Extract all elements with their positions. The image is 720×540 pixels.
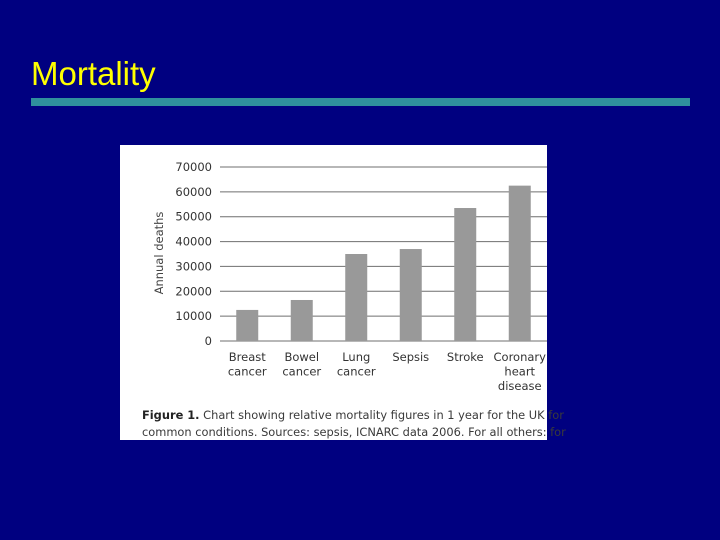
x-category-label: Lung cancer	[337, 350, 376, 379]
caption-line-1: Figure 1. Chart showing relative mortali…	[142, 407, 564, 424]
figure-caption: Figure 1. Chart showing relative mortali…	[142, 407, 566, 441]
caption-label: Figure 1.	[142, 408, 200, 422]
bar	[399, 249, 422, 341]
gridlines	[220, 166, 547, 342]
y-tick-label: 30000	[175, 259, 212, 273]
bar	[345, 254, 368, 341]
y-tick-labels: 0 10000 20000 30000 40000 50000 60000 70000	[175, 160, 212, 348]
caption-text-1: Chart showing relative mortality figures…	[203, 408, 564, 422]
x-category-label: Sepsis	[392, 350, 429, 364]
y-tick-label: 70000	[175, 160, 212, 174]
y-tick-label: 60000	[175, 185, 212, 199]
y-tick-label: 50000	[175, 210, 212, 224]
y-tick-label: 20000	[175, 284, 212, 298]
bar	[236, 309, 259, 341]
figure-panel: 0 10000 20000 30000 40000 50000 60000 70000 Bre…	[120, 145, 566, 440]
x-category-label: Bowel cancer	[282, 350, 321, 379]
bar	[454, 208, 477, 341]
x-category-labels: Breast cancer Bowel cancer Lung cancer Sepsis S…	[228, 350, 546, 393]
caption-line-2: common conditions. Sources: sepsis, ICNA…	[142, 425, 566, 439]
bar	[508, 185, 531, 341]
y-axis-title: Annual deaths	[152, 212, 166, 295]
bar	[290, 299, 313, 341]
y-tick-label: 10000	[175, 309, 212, 323]
x-category-label: Coronary heart disease	[494, 350, 547, 393]
x-category-label: Breast cancer	[228, 350, 267, 379]
bar-chart: 0 10000 20000 30000 40000 50000 60000 70000 Bre…	[152, 160, 547, 393]
x-category-label: Stroke	[447, 350, 484, 364]
slide-title: Mortality	[31, 55, 156, 92]
title-divider	[31, 98, 690, 106]
bars	[236, 185, 531, 341]
y-tick-label: 0	[205, 334, 212, 348]
y-tick-label: 40000	[175, 235, 212, 249]
